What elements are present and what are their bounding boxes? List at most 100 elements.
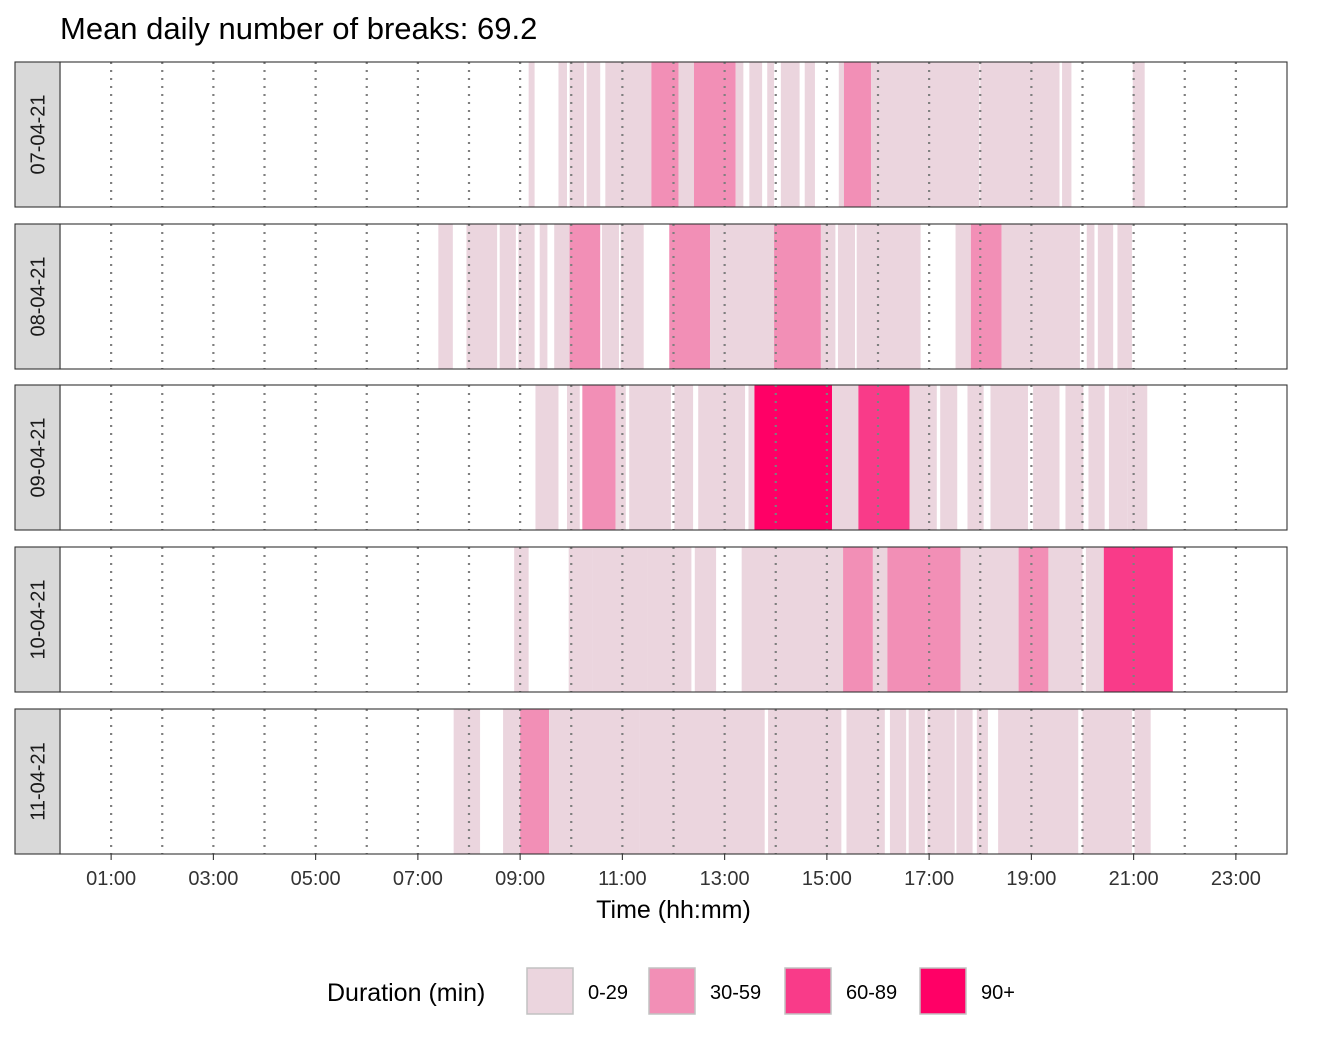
break-bar xyxy=(1001,224,1080,369)
break-bar xyxy=(767,62,775,207)
break-bar xyxy=(694,547,717,692)
strip-label: 07-04-21 xyxy=(28,94,50,174)
break-bar xyxy=(909,385,937,530)
break-bar xyxy=(990,385,1028,530)
break-bar xyxy=(1033,385,1060,530)
legend: Duration (min) 0-29 30-59 60-89 90+ xyxy=(327,967,1015,1015)
legend-key xyxy=(784,967,832,1015)
break-bar xyxy=(582,385,616,530)
break-bar xyxy=(568,547,593,692)
legend-title: Duration (min) xyxy=(327,979,485,1007)
break-bar xyxy=(927,709,955,854)
break-bar xyxy=(1127,385,1148,530)
break-bar xyxy=(1088,385,1105,530)
break-bar xyxy=(960,547,1019,692)
strip-background xyxy=(14,384,61,531)
break-bar xyxy=(669,224,711,369)
break-bar xyxy=(499,224,516,369)
break-bar xyxy=(843,62,872,207)
break-bar xyxy=(1082,709,1132,854)
x-tick-label: 03:00 xyxy=(188,868,238,890)
break-bar xyxy=(1134,709,1151,854)
break-bar xyxy=(674,385,694,530)
break-bar xyxy=(820,224,836,369)
strip-label: 08-04-21 xyxy=(28,256,50,336)
break-bar xyxy=(735,62,744,207)
strip-label: 09-04-21 xyxy=(28,417,50,497)
break-bar xyxy=(887,547,961,692)
break-bar xyxy=(1086,224,1095,369)
x-axis: 01:00 03:00 05:00 07:00 09:00 11:00 13:00 15:00… xyxy=(86,854,1261,890)
break-bar xyxy=(503,709,521,854)
break-bar xyxy=(528,62,535,207)
break-bar xyxy=(856,224,921,369)
break-bar xyxy=(1103,547,1173,692)
x-tick-label: 19:00 xyxy=(1006,868,1056,890)
break-bar xyxy=(1065,385,1084,530)
strip-background xyxy=(14,223,61,370)
break-bar xyxy=(566,385,580,530)
break-bar xyxy=(1117,224,1132,369)
x-tick-label: 09:00 xyxy=(495,868,545,890)
legend-label: 90+ xyxy=(981,982,1015,1004)
break-bar xyxy=(1097,224,1114,369)
break-bar xyxy=(831,385,859,530)
x-tick-label: 17:00 xyxy=(904,868,954,890)
panel-11-04-21: 11-04-21 xyxy=(14,708,1288,855)
break-bar xyxy=(998,709,1079,854)
legend-items: 0-29 30-59 60-89 90+ xyxy=(526,967,1015,1015)
break-bar xyxy=(980,62,1060,207)
break-bar xyxy=(970,224,1002,369)
break-bar xyxy=(678,62,694,207)
break-bar xyxy=(466,224,498,369)
break-bar xyxy=(889,709,907,854)
x-tick-label: 21:00 xyxy=(1109,868,1159,890)
break-bar xyxy=(838,62,844,207)
strip-label: 11-04-21 xyxy=(28,742,50,821)
break-bar xyxy=(774,224,821,369)
break-bar xyxy=(539,224,548,369)
break-bar xyxy=(698,385,746,530)
panels: 07-04-21 08-04-21 09-04-21 10-04-21 11-04-21 xyxy=(14,61,1288,855)
break-bar xyxy=(518,224,535,369)
panel-07-04-21: 07-04-21 xyxy=(14,61,1288,208)
break-bar xyxy=(976,709,988,854)
strip-label: 10-04-21 xyxy=(28,579,50,659)
break-bar xyxy=(955,224,971,369)
break-bar xyxy=(586,62,601,207)
break-bar xyxy=(768,709,842,854)
break-bar xyxy=(438,224,453,369)
break-bar xyxy=(693,62,736,207)
legend-label: 0-29 xyxy=(588,982,628,1004)
panel-10-04-21: 10-04-21 xyxy=(14,546,1288,693)
legend-label: 60-89 xyxy=(846,982,897,1004)
break-bar xyxy=(453,709,481,854)
break-bar xyxy=(535,385,559,530)
break-bar xyxy=(780,62,800,207)
x-tick-label: 07:00 xyxy=(393,868,443,890)
break-bar xyxy=(569,224,601,369)
break-bar xyxy=(620,224,644,369)
break-bar xyxy=(804,62,815,207)
strip-background xyxy=(14,546,61,693)
break-bar xyxy=(1132,62,1145,207)
break-bar xyxy=(647,547,692,692)
x-tick-label: 23:00 xyxy=(1211,868,1261,890)
break-bar xyxy=(843,547,873,692)
break-bar xyxy=(1018,547,1049,692)
x-tick-label: 15:00 xyxy=(802,868,852,890)
x-tick-label: 13:00 xyxy=(700,868,750,890)
break-bar xyxy=(837,224,855,369)
strip-background xyxy=(14,708,61,855)
break-bar xyxy=(1048,547,1083,692)
panel-09-04-21: 09-04-21 xyxy=(14,384,1288,531)
break-bar xyxy=(520,709,550,854)
break-bar xyxy=(858,385,910,530)
legend-key xyxy=(919,967,967,1015)
break-bar xyxy=(1108,385,1128,530)
chart-title: Mean daily number of breaks: 69.2 xyxy=(60,11,537,46)
break-bar xyxy=(592,547,648,692)
break-bar xyxy=(749,62,763,207)
strip-background xyxy=(14,61,61,208)
break-bar xyxy=(710,224,775,369)
